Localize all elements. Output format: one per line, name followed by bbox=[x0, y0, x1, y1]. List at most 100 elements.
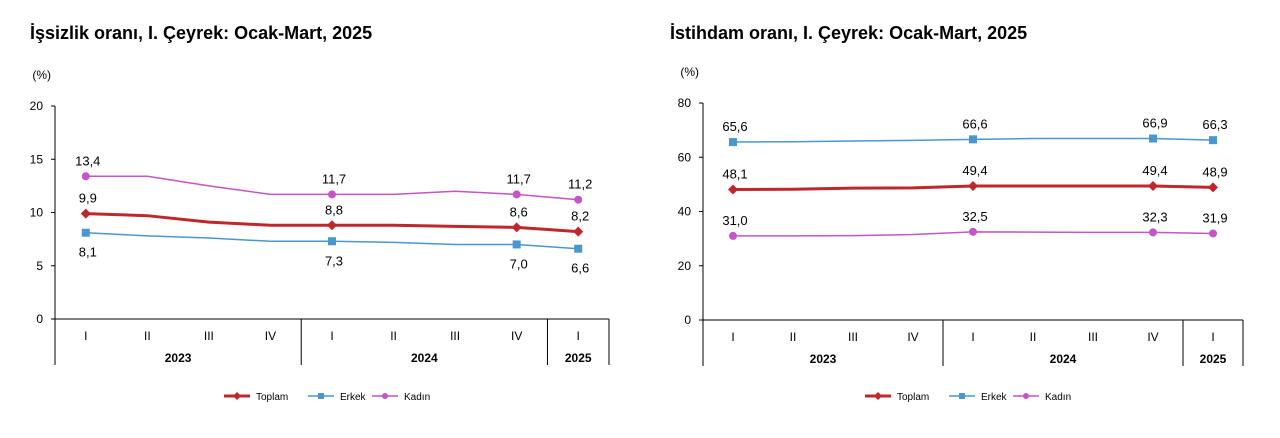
data-label: 48,1 bbox=[722, 167, 747, 182]
x-tick-label: I bbox=[577, 329, 580, 343]
year-label: 2024 bbox=[1050, 352, 1077, 366]
y-tick-label: 60 bbox=[678, 150, 692, 164]
year-label: 2025 bbox=[1200, 352, 1227, 366]
x-tick-label: IV bbox=[511, 329, 522, 343]
data-label: 11,2 bbox=[568, 177, 592, 192]
data-label: 49,4 bbox=[962, 163, 987, 178]
x-tick-label: II bbox=[790, 330, 797, 344]
data-point-erkek bbox=[969, 135, 977, 144]
data-point-toplam bbox=[80, 208, 91, 219]
legend-label: Kadın bbox=[404, 392, 430, 403]
data-point-kadin bbox=[328, 190, 336, 199]
data-point-erkek bbox=[81, 228, 90, 237]
x-tick-label: IV bbox=[1147, 330, 1158, 344]
year-label: 2023 bbox=[165, 351, 192, 365]
legend-label: Kadın bbox=[1045, 392, 1071, 403]
y-tick-label: 0 bbox=[684, 313, 691, 327]
data-point-kadin bbox=[81, 172, 90, 181]
unemployment-chart-panel: İşsizlik oranı, I. Çeyrek: Ocak-Mart, 20… bbox=[30, 23, 610, 403]
data-label: 48,9 bbox=[1202, 164, 1227, 179]
data-label: 31,9 bbox=[1202, 210, 1227, 225]
y-tick-label: 5 bbox=[36, 259, 43, 273]
data-point-erkek bbox=[729, 138, 737, 147]
data-label: 66,9 bbox=[1142, 116, 1167, 131]
x-tick-label: IV bbox=[265, 329, 276, 343]
y-tick-label: 40 bbox=[678, 205, 692, 219]
data-label: 32,5 bbox=[962, 209, 987, 224]
year-label: 2025 bbox=[565, 351, 592, 365]
legend-marker bbox=[382, 393, 388, 399]
y-tick-label: 80 bbox=[678, 96, 692, 110]
y-tick-label: 10 bbox=[30, 206, 44, 220]
legend-marker bbox=[874, 392, 882, 400]
y-tick-label: 15 bbox=[30, 152, 44, 166]
x-tick-label: I bbox=[84, 329, 87, 343]
data-label: 66,6 bbox=[962, 116, 987, 131]
data-point-toplam bbox=[968, 181, 978, 192]
data-label: 31,0 bbox=[722, 213, 747, 228]
x-tick-label: I bbox=[330, 329, 333, 343]
data-point-toplam bbox=[511, 222, 522, 233]
x-tick-label: I bbox=[971, 330, 974, 344]
y-axis-unit-label: (%) bbox=[32, 68, 51, 82]
data-label: 49,4 bbox=[1142, 163, 1167, 178]
data-label: 65,6 bbox=[722, 119, 747, 134]
data-label: 8,2 bbox=[571, 209, 589, 224]
data-label: 9,9 bbox=[79, 191, 97, 206]
data-point-erkek bbox=[1209, 136, 1217, 145]
data-point-toplam bbox=[1208, 182, 1218, 193]
x-tick-label: III bbox=[450, 329, 460, 343]
legend-marker bbox=[233, 392, 241, 400]
data-label: 11,7 bbox=[506, 171, 530, 186]
data-point-kadin bbox=[1149, 228, 1157, 237]
y-tick-label: 20 bbox=[678, 259, 692, 273]
data-label: 66,3 bbox=[1202, 117, 1227, 132]
data-point-kadin bbox=[729, 231, 737, 240]
chart-title: İşsizlik oranı, I. Çeyrek: Ocak-Mart, 20… bbox=[30, 23, 373, 43]
data-point-kadin bbox=[969, 227, 977, 236]
data-point-toplam bbox=[1148, 181, 1158, 192]
chart-title: İstihdam oranı, I. Çeyrek: Ocak-Mart, 20… bbox=[670, 23, 1028, 43]
data-label: 32,3 bbox=[1142, 209, 1167, 224]
data-point-erkek bbox=[512, 240, 521, 249]
data-label: 8,6 bbox=[510, 204, 528, 219]
year-label: 2023 bbox=[810, 352, 837, 366]
data-label: 7,0 bbox=[510, 256, 528, 271]
legend-label: Toplam bbox=[897, 392, 929, 403]
legend-marker bbox=[1023, 393, 1029, 399]
x-tick-label: II bbox=[144, 329, 151, 343]
employment-chart-panel: İstihdam oranı, I. Çeyrek: Ocak-Mart, 20… bbox=[640, 0, 1280, 438]
legend-marker bbox=[318, 393, 324, 399]
data-point-erkek bbox=[1149, 134, 1157, 143]
data-point-toplam bbox=[728, 184, 738, 195]
data-point-kadin bbox=[512, 190, 521, 199]
data-label: 8,8 bbox=[325, 202, 343, 217]
x-tick-label: I bbox=[731, 330, 734, 344]
year-label: 2024 bbox=[411, 351, 438, 365]
data-point-kadin bbox=[574, 195, 583, 204]
data-point-kadin bbox=[1209, 229, 1217, 238]
data-label: 13,4 bbox=[75, 153, 100, 168]
x-tick-label: II bbox=[390, 329, 397, 343]
x-tick-label: III bbox=[204, 329, 214, 343]
y-tick-label: 20 bbox=[30, 99, 44, 113]
x-tick-label: IV bbox=[907, 330, 918, 344]
x-tick-label: III bbox=[1088, 330, 1098, 344]
data-point-erkek bbox=[328, 237, 336, 246]
data-label: 11,7 bbox=[322, 171, 346, 186]
data-point-erkek bbox=[574, 244, 583, 253]
legend-label: Erkek bbox=[981, 392, 1008, 403]
x-tick-label: III bbox=[848, 330, 858, 344]
x-tick-label: I bbox=[1211, 330, 1214, 344]
y-tick-label: 0 bbox=[36, 312, 43, 326]
data-point-toplam bbox=[573, 226, 584, 237]
x-tick-label: II bbox=[1030, 330, 1037, 344]
data-label: 7,3 bbox=[325, 253, 343, 268]
legend-label: Erkek bbox=[340, 392, 367, 403]
data-label: 6,6 bbox=[571, 261, 589, 276]
data-point-toplam bbox=[327, 220, 337, 231]
data-label: 8,1 bbox=[79, 245, 97, 260]
legend-marker bbox=[959, 393, 965, 399]
